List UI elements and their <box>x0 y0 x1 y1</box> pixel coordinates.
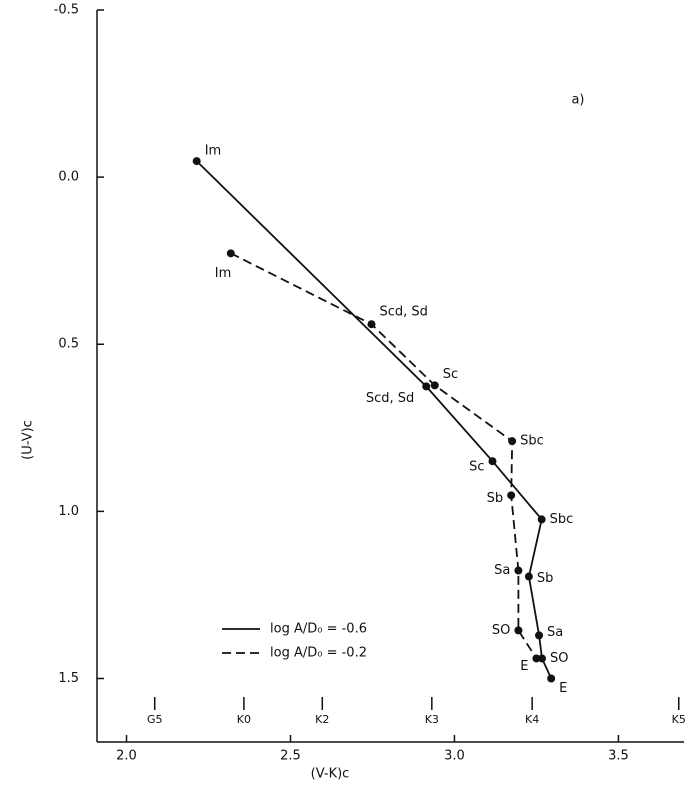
data-point <box>532 654 541 663</box>
data-point <box>538 654 547 663</box>
y-axis-label: (U-V)c <box>21 420 36 460</box>
spectral-tick-label: K5 <box>672 713 686 726</box>
point-label: E <box>559 681 567 696</box>
point-label: E <box>520 659 528 674</box>
point-label: Sb <box>487 491 504 506</box>
y-tick-label: -0.5 <box>54 3 79 18</box>
y-tick-label: 0.5 <box>58 337 79 352</box>
data-point <box>367 320 376 329</box>
data-point <box>524 572 533 581</box>
spectral-tick-label: K2 <box>315 713 329 726</box>
data-point <box>535 631 544 640</box>
point-label: Sb <box>537 571 554 586</box>
x-axis-label: (V-K)c <box>311 767 350 782</box>
legend-label: log A/D₀ = -0.6 <box>270 622 367 637</box>
x-tick-label: 3.0 <box>444 749 465 764</box>
spectral-tick-label: K0 <box>237 713 251 726</box>
data-point <box>488 457 497 466</box>
spectral-tick-label: G5 <box>147 713 163 726</box>
data-point <box>507 491 516 500</box>
point-label: Scd, Sd <box>379 305 427 320</box>
point-label: Sa <box>547 625 563 640</box>
point-label: Sc <box>443 367 458 382</box>
legend-label: log A/D₀ = -0.2 <box>270 646 367 661</box>
annotation: a) <box>571 93 584 108</box>
point-label: Sa <box>494 563 510 578</box>
data-point <box>547 674 556 683</box>
data-point <box>514 566 523 575</box>
point-label: Im <box>205 144 222 159</box>
data-point <box>514 626 523 635</box>
point-label: Scd, Sd <box>366 391 414 406</box>
point-label: Sc <box>469 460 484 475</box>
spectral-tick-label: K3 <box>425 713 439 726</box>
point-label: SO <box>550 651 568 666</box>
data-point <box>508 437 517 446</box>
series-line <box>196 160 553 679</box>
y-tick-label: 1.5 <box>58 671 79 686</box>
point-label: Sbc <box>520 434 544 449</box>
data-point <box>430 381 439 390</box>
x-tick-label: 2.0 <box>116 749 137 764</box>
data-point <box>422 382 431 391</box>
point-label: Sbc <box>550 512 574 527</box>
x-tick-label: 2.5 <box>280 749 301 764</box>
y-tick-label: 1.0 <box>58 504 79 519</box>
x-tick-label: 3.5 <box>608 749 629 764</box>
point-label: SO <box>492 623 510 638</box>
data-point <box>537 515 546 524</box>
data-point <box>192 157 201 166</box>
series-line <box>230 252 538 659</box>
spectral-tick-label: K4 <box>525 713 539 726</box>
data-point <box>226 249 235 258</box>
point-label: Im <box>215 266 232 281</box>
y-tick-label: 0.0 <box>58 170 79 185</box>
